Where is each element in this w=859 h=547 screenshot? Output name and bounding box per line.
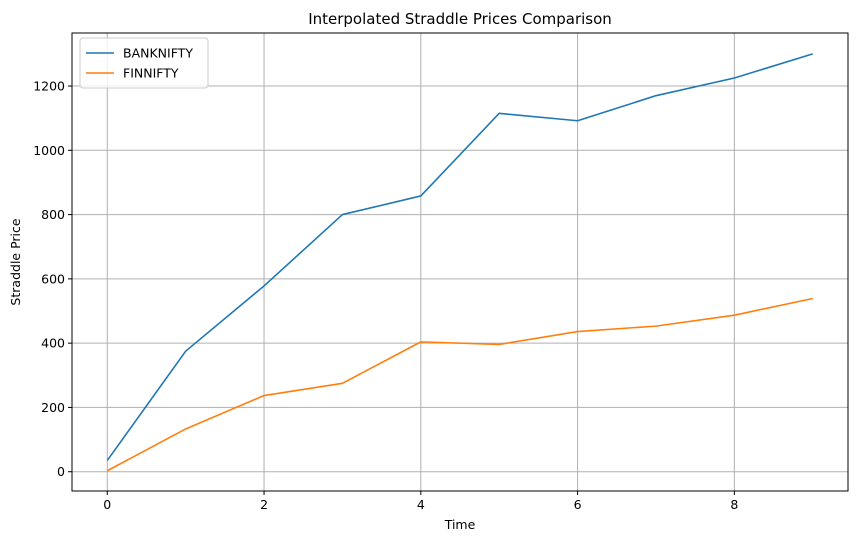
chart-title: Interpolated Straddle Prices Comparison [308,10,612,28]
y-tick-label: 1000 [33,143,65,158]
series-line-finnifty [106,297,813,472]
x-tick-label: 4 [417,497,425,512]
grid-lines [72,33,848,491]
legend: BANKNIFTY FINNIFTY [79,37,209,89]
x-tick-label: 2 [260,497,268,512]
y-tick-label: 800 [41,207,65,222]
plot-area-frame [71,32,849,492]
series-line-banknifty [106,53,813,461]
axis-ticks: 0 2 4 6 8 0 200 400 600 800 1000 1200 [33,79,738,512]
y-tick-label: 0 [57,464,65,479]
legend-label-finnifty: FINNIFTY [123,66,179,81]
x-axis-label: Time [444,517,476,532]
y-tick-label: 400 [41,336,65,351]
y-axis-label: Straddle Price [8,218,23,305]
x-tick-label: 0 [103,497,111,512]
y-tick-label: 200 [41,400,65,415]
x-tick-label: 6 [574,497,582,512]
x-tick-label: 8 [730,497,738,512]
series-lines [106,53,813,472]
y-tick-label: 600 [41,271,65,286]
y-tick-label: 1200 [33,79,65,94]
legend-box [79,37,209,89]
legend-label-banknifty: BANKNIFTY [123,46,193,61]
